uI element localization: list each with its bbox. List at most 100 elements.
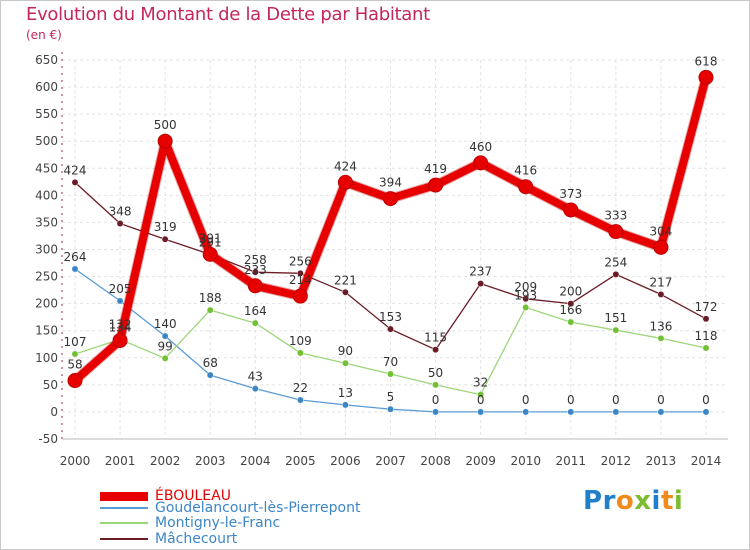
data-point — [432, 381, 440, 389]
data-label: 43 — [248, 370, 263, 384]
data-label: 291 — [199, 231, 222, 245]
data-label: 22 — [293, 381, 308, 395]
data-label: 618 — [695, 54, 718, 68]
data-point — [251, 268, 259, 276]
data-point-ebouleau — [157, 133, 173, 149]
data-label: 136 — [649, 319, 672, 333]
data-point — [612, 408, 620, 416]
data-label: 291 — [199, 235, 222, 249]
data-point — [251, 319, 259, 327]
legend-item-montigny[interactable]: Montigny-le-Franc — [100, 515, 281, 531]
data-point — [702, 408, 710, 416]
data-label: 0 — [702, 393, 710, 407]
data-label: 115 — [424, 331, 447, 345]
legend-swatch-machecourt — [100, 538, 148, 540]
y-tick-label: 150 — [35, 324, 58, 338]
data-point — [702, 315, 710, 323]
logo-letter: x — [634, 486, 652, 516]
data-label: 205 — [109, 282, 132, 296]
data-label: 209 — [514, 280, 537, 294]
data-label: 50 — [428, 366, 443, 380]
data-point — [296, 349, 304, 357]
data-label: 68 — [203, 356, 218, 370]
y-tick-label: 200 — [35, 297, 58, 311]
data-point — [161, 235, 169, 243]
y-tick-label: 100 — [35, 351, 58, 365]
data-label: 70 — [383, 355, 398, 369]
logo-letter: P — [583, 486, 603, 516]
data-label: 460 — [469, 140, 492, 154]
data-point-ebouleau — [608, 224, 624, 240]
x-tick-label: 2014 — [691, 454, 722, 468]
data-label: 348 — [109, 205, 132, 219]
x-tick-label: 2010 — [510, 454, 541, 468]
data-point-ebouleau — [698, 69, 714, 85]
data-point-ebouleau — [563, 202, 579, 218]
data-point-ebouleau — [112, 332, 128, 348]
data-point — [387, 325, 394, 333]
logo-letter: i — [651, 486, 661, 516]
data-point — [116, 220, 124, 227]
data-point — [702, 344, 710, 352]
data-point-ebouleau — [473, 155, 489, 171]
legend-label-goudelancourt: Goudelancourt-lès-Pierrepont — [155, 500, 361, 516]
data-point — [522, 295, 530, 303]
data-label: 304 — [649, 224, 672, 238]
y-tick-label: 600 — [35, 80, 58, 94]
data-label: 0 — [432, 393, 440, 407]
data-point — [161, 332, 169, 340]
data-label: 99 — [158, 339, 173, 353]
data-label: 424 — [64, 163, 87, 177]
x-tick-label: 2007 — [375, 454, 406, 468]
data-label: 58 — [67, 358, 82, 372]
data-point-ebouleau — [383, 191, 398, 207]
y-tick-label: 650 — [35, 53, 58, 67]
data-point — [522, 303, 530, 311]
data-point — [567, 318, 575, 326]
data-label: 394 — [379, 176, 402, 190]
data-label: 258 — [244, 253, 267, 267]
data-label: 254 — [604, 255, 627, 269]
data-point — [387, 405, 394, 413]
data-label: 153 — [379, 310, 402, 324]
data-point — [206, 371, 214, 379]
data-point — [206, 306, 214, 314]
legend-item-ebouleau[interactable]: ÉBOULEAU — [100, 488, 231, 504]
data-point-ebouleau — [518, 179, 534, 195]
data-point — [71, 350, 79, 358]
y-tick-label: 50 — [43, 378, 58, 392]
data-label: 233 — [244, 263, 267, 277]
data-label: 140 — [154, 317, 177, 331]
data-point — [341, 401, 349, 409]
x-tick-label: 2002 — [150, 454, 181, 468]
legend-label-machecourt: Mâchecourt — [155, 531, 238, 547]
data-point — [296, 396, 304, 404]
data-label: 5 — [387, 390, 395, 404]
data-label: 109 — [289, 334, 312, 348]
legend-swatch-goudelancourt — [100, 507, 148, 509]
data-point — [477, 391, 485, 399]
data-label: 0 — [657, 393, 665, 407]
data-point — [251, 385, 259, 393]
y-tick-label: 0 — [50, 405, 58, 419]
data-label: 134 — [109, 320, 132, 334]
legend-item-machecourt[interactable]: Mâchecourt — [100, 531, 238, 547]
data-label: 264 — [64, 250, 87, 264]
y-tick-label: 550 — [35, 107, 58, 121]
logo-letter: o — [615, 486, 635, 516]
data-label: 333 — [604, 209, 627, 223]
data-label: 424 — [334, 159, 357, 173]
data-label: 90 — [338, 344, 353, 358]
x-tick-label: 2006 — [330, 454, 361, 468]
x-tick-label: 2001 — [105, 454, 136, 468]
data-label: 214 — [289, 273, 312, 287]
data-label: 164 — [244, 304, 267, 318]
data-point-ebouleau — [67, 373, 83, 389]
data-label: 373 — [559, 187, 582, 201]
legend-label-montigny: Montigny-le-Franc — [155, 515, 281, 531]
data-label: 32 — [473, 376, 488, 390]
y-tick-label: 300 — [35, 243, 58, 257]
legend-item-goudelancourt[interactable]: Goudelancourt-lès-Pierrepont — [100, 500, 361, 516]
data-label: 0 — [522, 393, 530, 407]
